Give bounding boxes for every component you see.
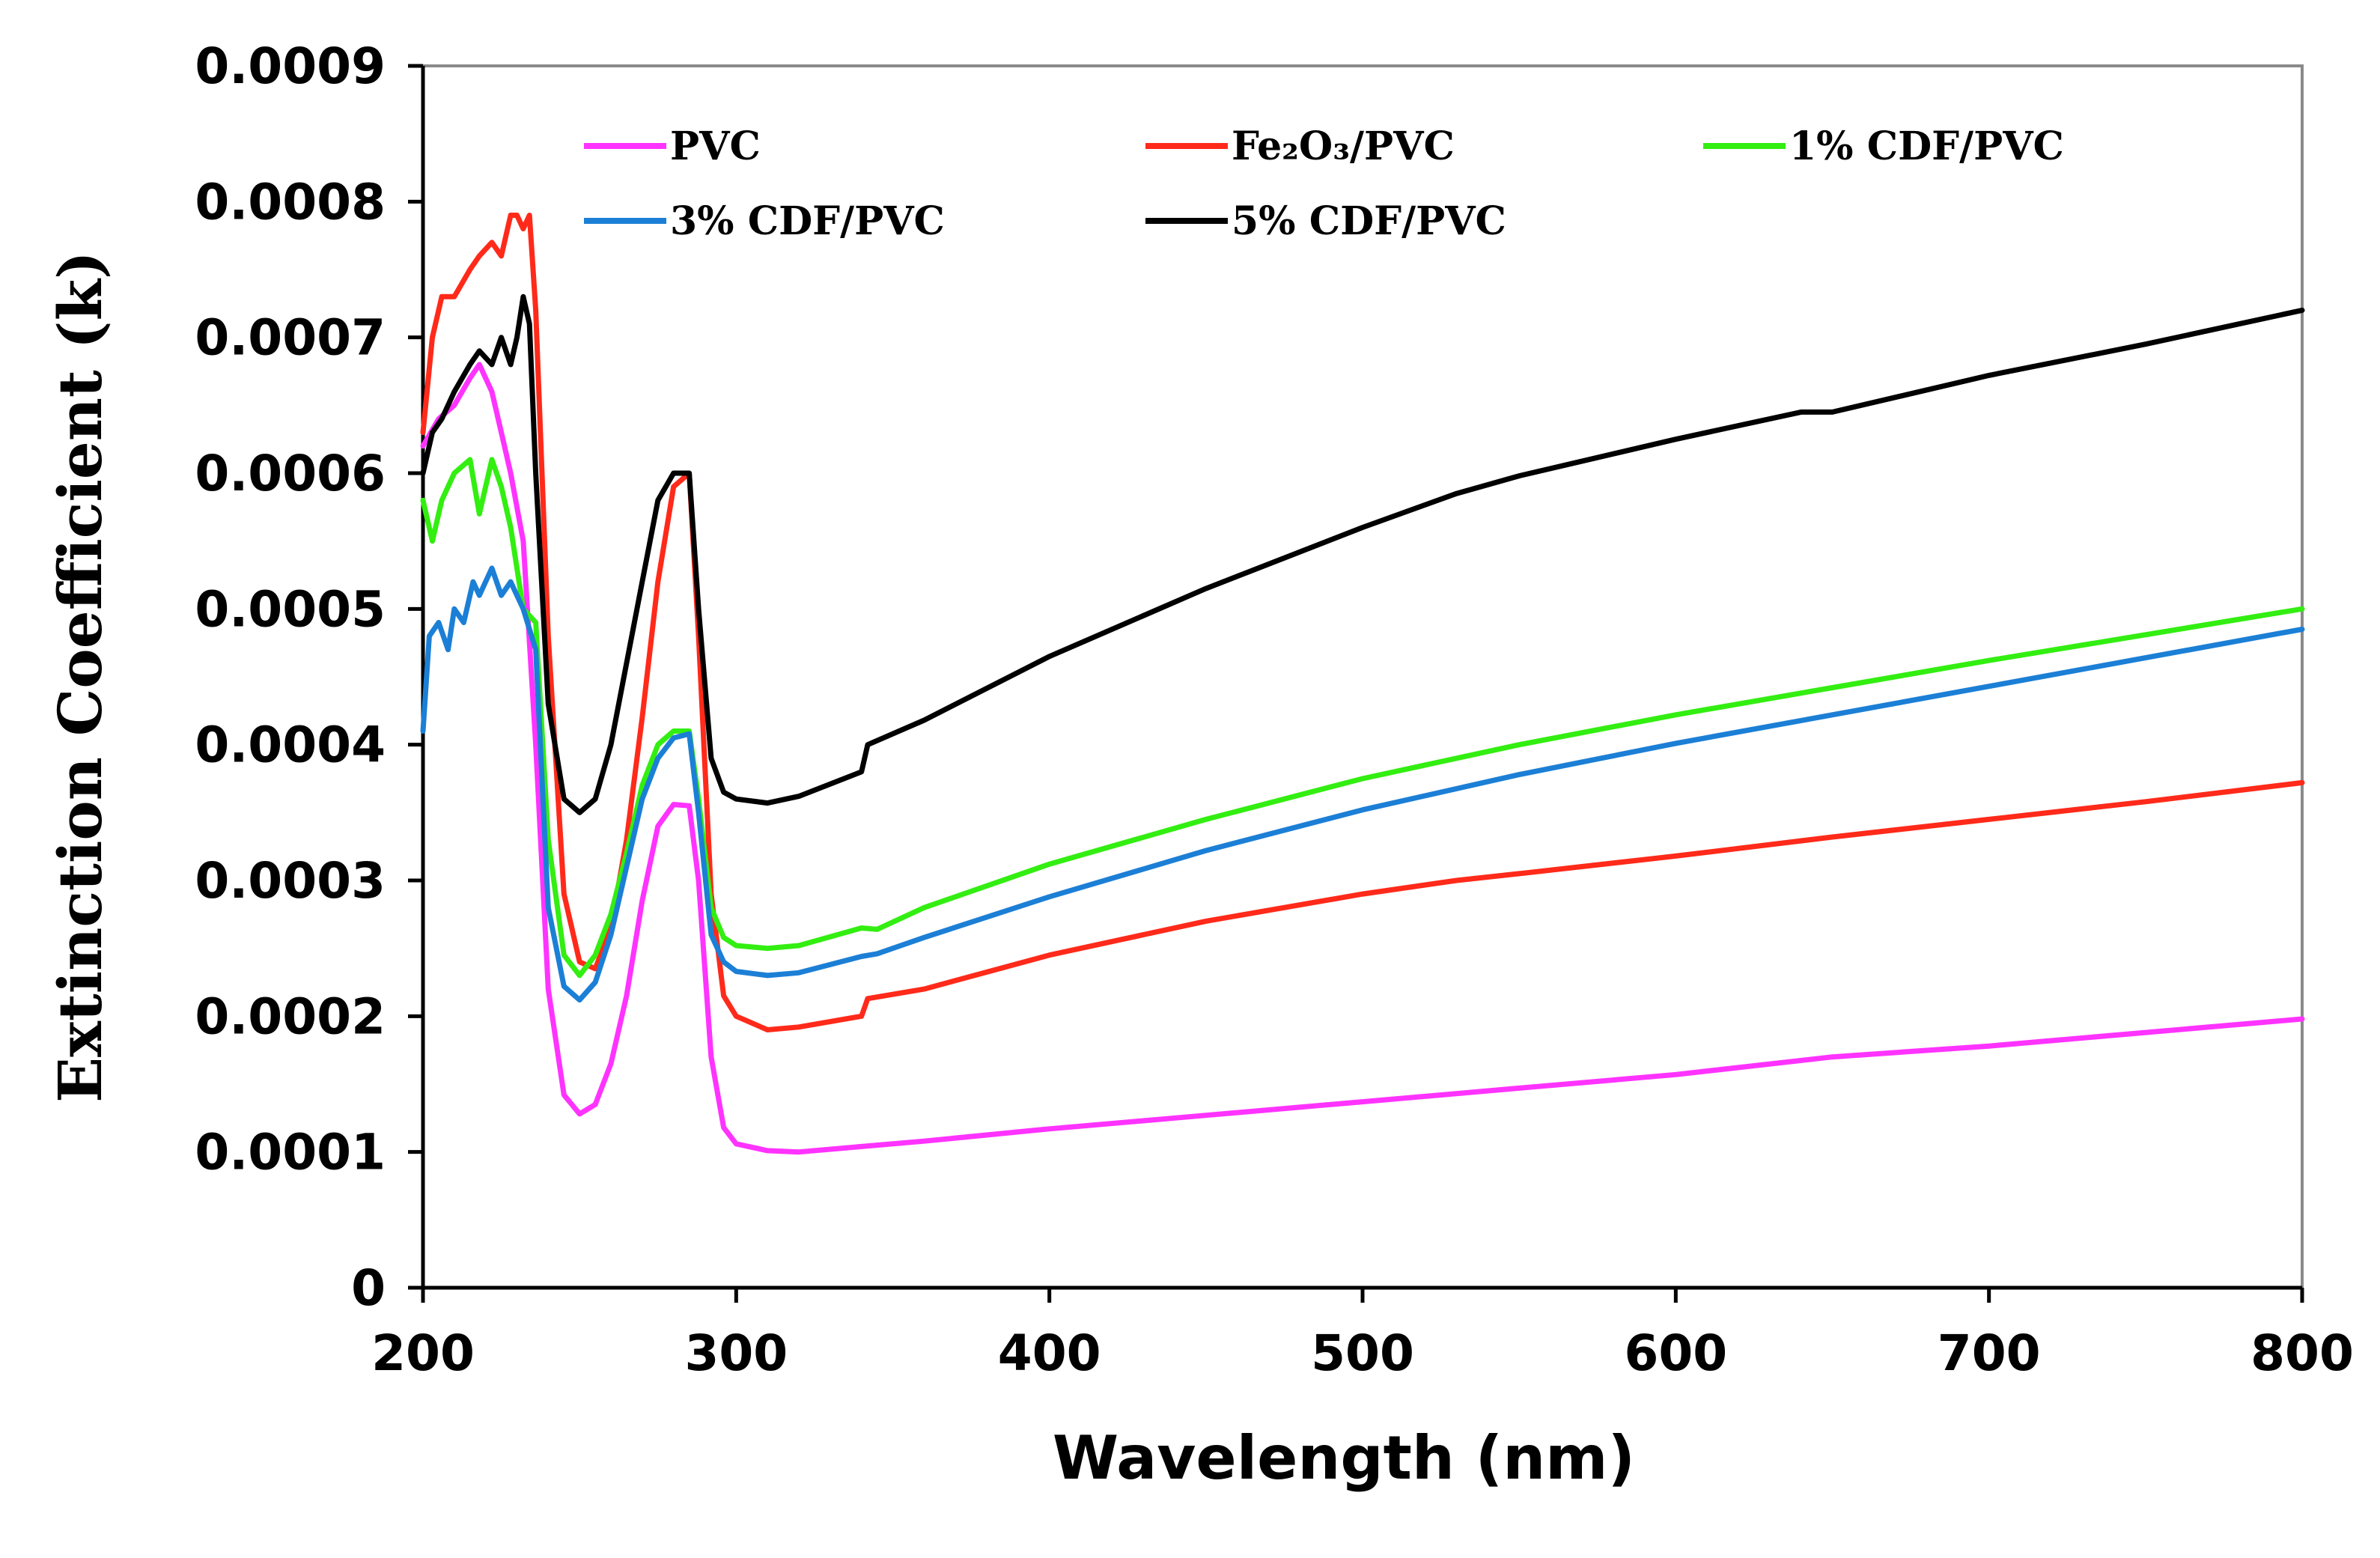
series-line-1 — [420, 213, 2305, 1032]
legend-label-2: 1% CDF/PVC — [1789, 124, 2064, 169]
y-tick-label: 0.0007 — [195, 309, 386, 367]
x-axis-title: Wavelength (nm) — [1053, 1423, 1635, 1493]
x-tick-label: 700 — [1938, 1324, 2041, 1382]
y-tick-label: 0.0004 — [195, 716, 386, 774]
x-tick-label: 400 — [998, 1324, 1101, 1382]
y-tick-label: 0.0008 — [195, 173, 386, 231]
series-lines — [420, 213, 2305, 1155]
x-tick-label: 800 — [2250, 1324, 2354, 1382]
y-tick-label: 0.0006 — [195, 445, 386, 502]
y-axis-title: Extinction Coefficient (k) — [45, 251, 115, 1103]
y-tick-label: 0.0009 — [195, 37, 386, 95]
y-tick-label: 0.0005 — [195, 580, 386, 638]
x-ticks: 200 300 400 500 600 700 800 — [371, 1288, 2354, 1382]
legend: PVC Fe₂O₃/PVC 1% CDF/PVC 3% CDF/PVC 5% CDF/P… — [584, 124, 2064, 244]
y-tick-label: 0 — [351, 1259, 386, 1317]
x-tick-label: 500 — [1311, 1324, 1414, 1382]
y-tick-label: 0.0003 — [195, 852, 386, 910]
y-tick-label: 0.0002 — [195, 988, 386, 1045]
series-line-3 — [420, 565, 2305, 1003]
legend-label-4: 5% CDF/PVC — [1232, 198, 1506, 244]
series-line-4 — [420, 293, 2305, 815]
legend-label-1: Fe₂O₃/PVC — [1232, 124, 1455, 169]
x-tick-label: 600 — [1624, 1324, 1727, 1382]
y-tick-label: 0.0001 — [195, 1124, 386, 1181]
legend-label-3: 3% CDF/PVC — [670, 198, 945, 244]
x-tick-label: 200 — [371, 1324, 475, 1382]
series-line-2 — [420, 457, 2305, 979]
legend-label-0: PVC — [670, 124, 761, 169]
y-ticks: 0 0.0001 0.0002 0.0003 0.0004 0.0005 0.0006 0.0… — [195, 37, 423, 1317]
series-line-0 — [420, 362, 2305, 1155]
x-tick-label: 300 — [684, 1324, 788, 1382]
